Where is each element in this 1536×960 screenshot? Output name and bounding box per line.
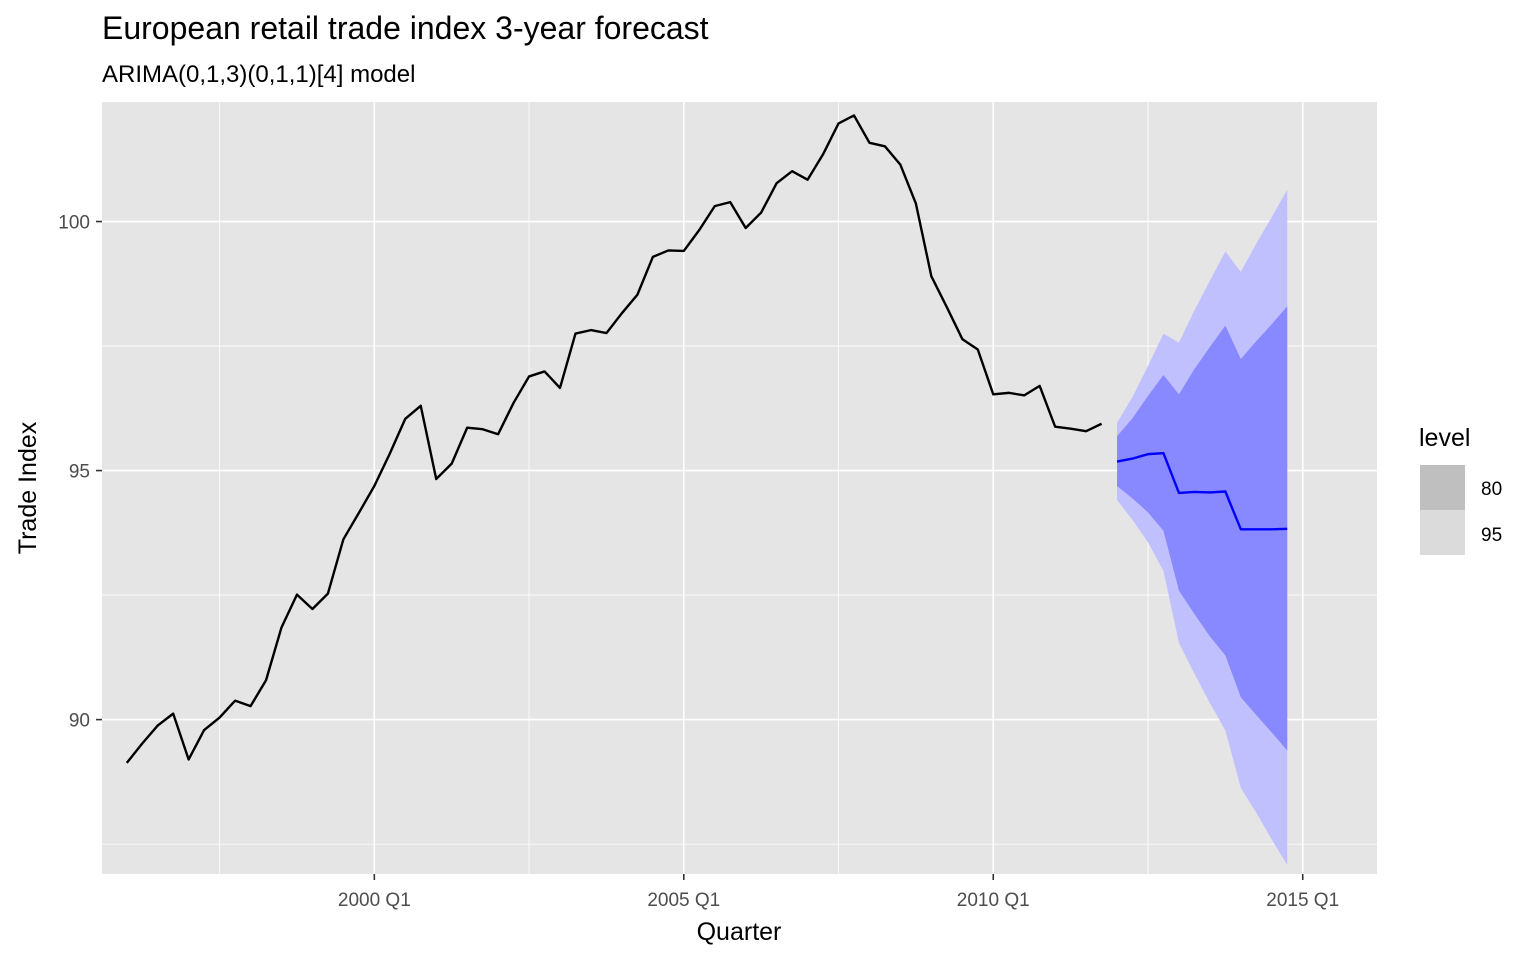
series-lines [125,114,1288,764]
legend-key-80 [1420,465,1465,510]
legend-key-95 [1420,510,1465,555]
y-tick-label: 90 [69,711,90,732]
band-80 [1117,306,1288,751]
history-line [125,114,1103,764]
legend-label-95: 95 [1481,525,1502,546]
y-axis: 90 95 100 [58,213,102,732]
prediction-intervals [1117,189,1288,866]
legend-label-80: 80 [1481,479,1502,500]
y-tick-label: 95 [69,462,90,483]
x-axis-title: Quarter [697,918,782,946]
x-tick-label: 2005 Q1 [647,890,720,911]
x-tick-label: 2000 Q1 [338,890,411,911]
x-axis: 2000 Q1 2005 Q1 2010 Q1 2015 Q1 [338,874,1339,911]
forecast-mean-line [1116,451,1288,531]
y-tick-label: 100 [58,213,90,234]
chart-subtitle: ARIMA(0,1,3)(0,1,1)[4] model [102,61,415,88]
y-axis-title: Trade Index [14,421,42,554]
chart-title: European retail trade index 3-year forec… [102,10,709,46]
x-tick-label: 2015 Q1 [1266,890,1339,911]
x-tick-label: 2010 Q1 [957,890,1030,911]
legend: level 80 95 [1419,424,1502,555]
legend-title: level [1419,424,1470,452]
